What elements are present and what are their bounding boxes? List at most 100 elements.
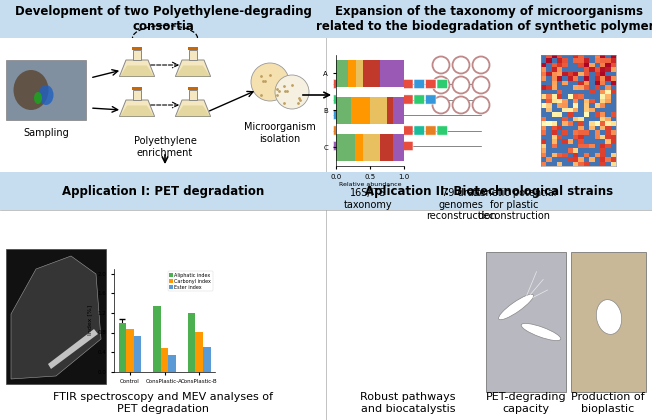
Polygon shape (175, 60, 211, 76)
Circle shape (432, 97, 449, 113)
Polygon shape (120, 66, 154, 76)
Text: FTIR spectroscopy and MEV analyses of
PET degradation: FTIR spectroscopy and MEV analyses of PE… (53, 392, 273, 414)
FancyBboxPatch shape (402, 79, 413, 89)
Bar (380, 60, 404, 87)
Polygon shape (189, 90, 197, 100)
Ellipse shape (34, 92, 42, 104)
FancyBboxPatch shape (368, 126, 379, 135)
FancyBboxPatch shape (334, 142, 344, 151)
Ellipse shape (499, 294, 533, 320)
Bar (571, 252, 646, 392)
FancyBboxPatch shape (414, 126, 424, 135)
Polygon shape (133, 90, 141, 100)
Circle shape (452, 57, 469, 74)
Text: Polyethylene
enrichment: Polyethylene enrichment (134, 136, 196, 158)
Polygon shape (120, 105, 154, 116)
Text: Genetic potential
for plastic
deconstruction: Genetic potential for plastic deconstruc… (472, 188, 556, 221)
Bar (355, 134, 363, 161)
FancyBboxPatch shape (379, 142, 390, 151)
FancyBboxPatch shape (414, 95, 424, 104)
FancyBboxPatch shape (379, 79, 390, 89)
FancyBboxPatch shape (345, 79, 355, 89)
Bar (336, 134, 355, 161)
Bar (486, 252, 566, 392)
Text: Application I: PET degradation: Application I: PET degradation (62, 184, 264, 197)
Text: Aplication II: Biotechnological strains: Aplication II: Biotechnological strains (365, 184, 613, 197)
FancyBboxPatch shape (414, 79, 424, 89)
FancyBboxPatch shape (368, 142, 379, 151)
Bar (0, 0, 326, 38)
FancyBboxPatch shape (402, 126, 413, 135)
FancyBboxPatch shape (334, 110, 344, 120)
Legend: Aliphatic index, Carbonyl index, Ester index: Aliphatic index, Carbonyl index, Ester i… (168, 271, 213, 291)
FancyBboxPatch shape (437, 79, 447, 89)
FancyBboxPatch shape (437, 126, 447, 135)
Polygon shape (176, 66, 210, 76)
Bar (393, 97, 404, 123)
Bar (380, 134, 393, 161)
Polygon shape (132, 47, 142, 50)
Polygon shape (48, 329, 98, 369)
Polygon shape (188, 87, 198, 90)
Text: Production of
bioplastic: Production of bioplastic (571, 392, 645, 414)
Circle shape (275, 75, 309, 109)
X-axis label: Relative abundance: Relative abundance (339, 182, 401, 187)
Bar (153, 306, 161, 372)
Bar (357, 60, 363, 87)
Y-axis label: Index [%]: Index [%] (87, 305, 92, 336)
Text: PET-degrading
capacity: PET-degrading capacity (486, 392, 567, 414)
Circle shape (432, 76, 449, 94)
Text: Sampling: Sampling (23, 128, 69, 138)
FancyBboxPatch shape (345, 126, 355, 135)
FancyBboxPatch shape (345, 142, 355, 151)
Bar (363, 60, 380, 87)
Bar (168, 354, 176, 372)
FancyBboxPatch shape (402, 142, 413, 151)
Polygon shape (132, 87, 142, 90)
FancyBboxPatch shape (357, 110, 367, 120)
FancyBboxPatch shape (391, 79, 402, 89)
Ellipse shape (14, 70, 48, 110)
Bar (348, 60, 356, 87)
FancyBboxPatch shape (357, 142, 367, 151)
FancyBboxPatch shape (426, 79, 436, 89)
Bar (0, 172, 326, 210)
Polygon shape (189, 50, 197, 60)
Polygon shape (176, 105, 210, 116)
Text: Development of two Polyethylene-degrading
consortia: Development of two Polyethylene-degradin… (14, 5, 312, 33)
Bar (326, 172, 652, 210)
FancyBboxPatch shape (334, 79, 344, 89)
FancyBboxPatch shape (357, 126, 367, 135)
Polygon shape (119, 60, 155, 76)
Bar (336, 60, 348, 87)
Polygon shape (133, 50, 141, 60)
Bar (370, 97, 387, 123)
Text: 79 draft
genomes
reconstruction: 79 draft genomes reconstruction (426, 188, 496, 221)
FancyBboxPatch shape (426, 95, 436, 104)
FancyBboxPatch shape (402, 95, 413, 104)
Circle shape (473, 76, 490, 94)
FancyBboxPatch shape (345, 110, 355, 120)
FancyBboxPatch shape (334, 95, 344, 104)
Polygon shape (188, 47, 198, 50)
Text: Microorganism
isolation: Microorganism isolation (244, 122, 316, 144)
Bar (351, 97, 370, 123)
Circle shape (452, 97, 469, 113)
FancyBboxPatch shape (426, 126, 436, 135)
FancyBboxPatch shape (368, 110, 379, 120)
Circle shape (452, 76, 469, 94)
FancyBboxPatch shape (391, 95, 402, 104)
Bar (393, 134, 404, 161)
Circle shape (473, 97, 490, 113)
Bar (6, 249, 106, 384)
FancyBboxPatch shape (391, 126, 402, 135)
Text: 16S/ITS
taxonomy: 16S/ITS taxonomy (344, 188, 393, 210)
Ellipse shape (38, 85, 53, 105)
Polygon shape (11, 256, 101, 379)
Bar (188, 313, 196, 372)
FancyBboxPatch shape (357, 79, 367, 89)
FancyBboxPatch shape (334, 126, 344, 135)
Ellipse shape (597, 299, 621, 334)
Circle shape (251, 63, 289, 101)
Bar (6, 60, 86, 120)
